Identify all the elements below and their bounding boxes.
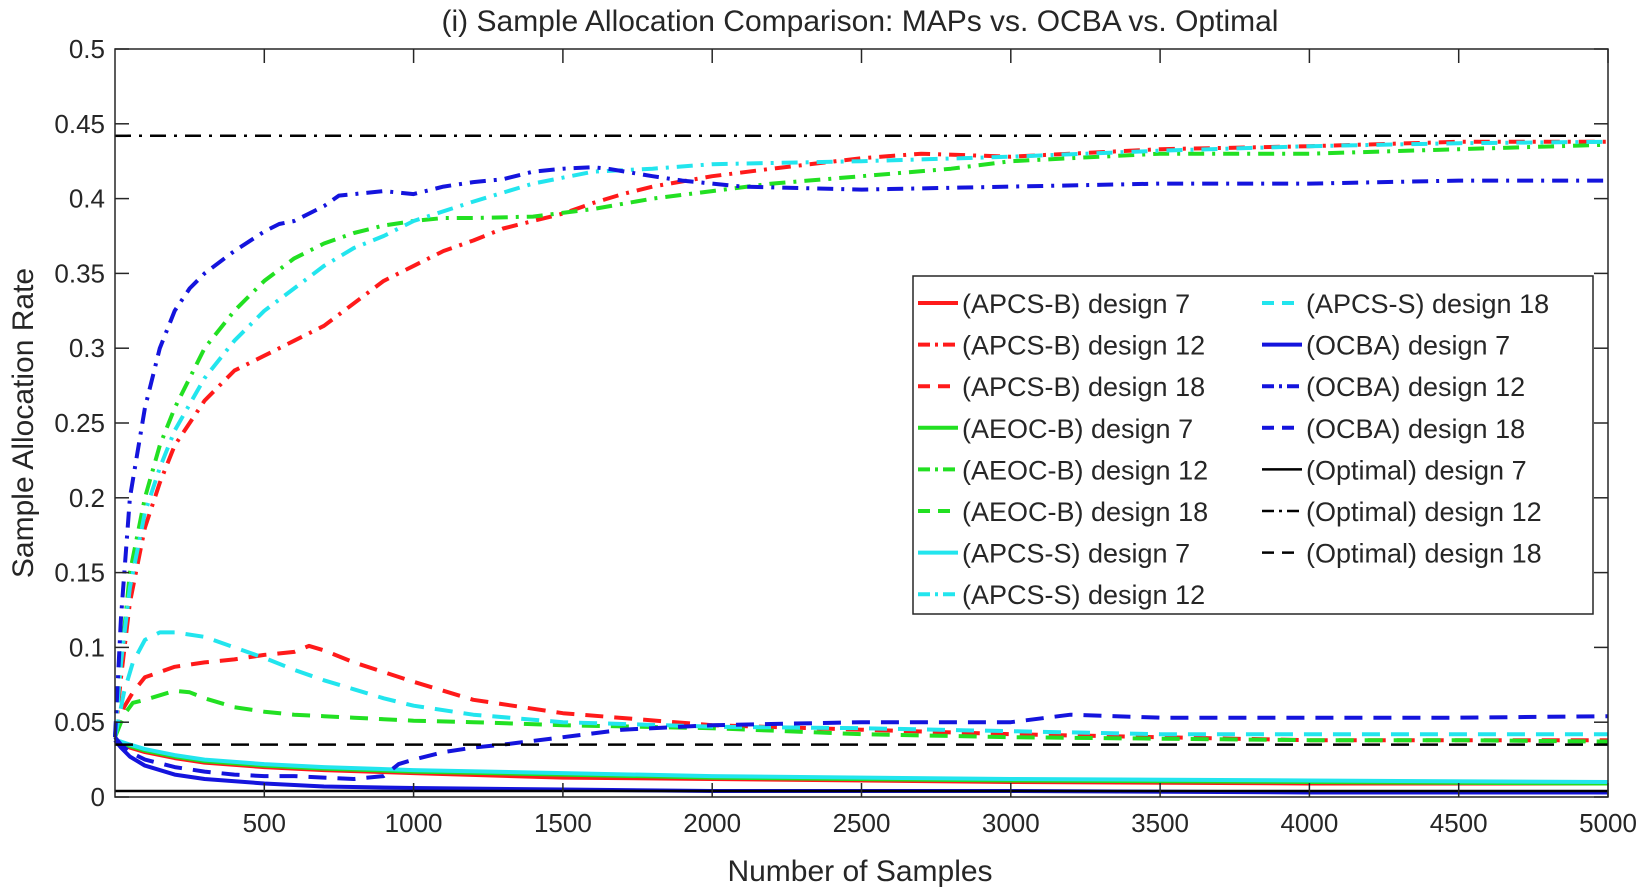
legend-label-3: (AEOC-B) design 7 bbox=[962, 414, 1193, 444]
legend: (APCS-B) design 7 (APCS-B) design 12 (APCS… bbox=[912, 275, 1594, 615]
series-line-2 bbox=[113, 643, 1608, 743]
x-tick-label-1: 1000 bbox=[385, 808, 443, 838]
series-line-7 bbox=[113, 139, 1609, 738]
legend-label-2: (APCS-B) design 18 bbox=[962, 372, 1205, 402]
y-tick-label-0: 0 bbox=[91, 782, 105, 812]
y-tick-label-7: 0.35 bbox=[54, 258, 105, 288]
x-tick-label-7: 4000 bbox=[1280, 808, 1338, 838]
y-tick-label-6: 0.3 bbox=[69, 333, 105, 363]
series-line-8 bbox=[113, 630, 1608, 738]
series-line-1 bbox=[113, 139, 1608, 738]
y-tick-label-3: 0.15 bbox=[54, 558, 105, 588]
series-line-4 bbox=[113, 142, 1609, 738]
y-tick-label-2: 0.1 bbox=[69, 632, 105, 662]
legend-label-13: (Optimal) design 12 bbox=[1306, 497, 1542, 527]
legend-label-11: (OCBA) design 18 bbox=[1306, 414, 1525, 444]
legend-label-8: (APCS-S) design 18 bbox=[1306, 289, 1549, 319]
legend-box bbox=[912, 275, 1594, 615]
legend-label-14: (Optimal) design 18 bbox=[1306, 539, 1542, 569]
y-tick-label-8: 0.4 bbox=[69, 184, 105, 214]
x-tick-label-6: 3500 bbox=[1131, 808, 1189, 838]
x-tick-label-9: 5000 bbox=[1579, 808, 1637, 838]
x-axis-label: Number of Samples bbox=[727, 855, 992, 888]
y-tick-label-1: 0.05 bbox=[54, 707, 105, 737]
y-tick-label-10: 0.5 bbox=[69, 34, 105, 64]
x-tick-label-4: 2500 bbox=[833, 808, 891, 838]
legend-label-12: (Optimal) design 7 bbox=[1306, 455, 1527, 485]
legend-label-7: (APCS-S) design 12 bbox=[962, 580, 1205, 610]
axes: 500 1000 1500 2000 2500 3000 3500 4000 4500 5000 0… bbox=[54, 34, 1637, 838]
legend-label-10: (OCBA) design 12 bbox=[1306, 372, 1525, 402]
y-tick-label-9: 0.45 bbox=[54, 109, 105, 139]
series-line-10 bbox=[113, 165, 1608, 738]
x-tick-label-0: 500 bbox=[243, 808, 286, 838]
legend-label-9: (OCBA) design 7 bbox=[1306, 331, 1510, 361]
legend-label-0: (APCS-B) design 7 bbox=[962, 289, 1190, 319]
y-tick-label-4: 0.2 bbox=[69, 483, 105, 513]
x-tick-label-2: 1500 bbox=[534, 808, 592, 838]
plot-area bbox=[113, 134, 1609, 795]
legend-label-1: (APCS-B) design 12 bbox=[962, 331, 1205, 361]
legend-label-6: (APCS-S) design 7 bbox=[962, 539, 1190, 569]
x-tick-label-8: 4500 bbox=[1430, 808, 1488, 838]
legend-label-4: (AEOC-B) design 12 bbox=[962, 455, 1208, 485]
x-tick-label-5: 3000 bbox=[982, 808, 1040, 838]
x-tick-label-3: 2000 bbox=[683, 808, 741, 838]
y-tick-label-5: 0.25 bbox=[54, 408, 105, 438]
legend-label-5: (AEOC-B) design 18 bbox=[962, 497, 1208, 527]
series-line-5 bbox=[113, 688, 1609, 744]
y-axis-label: Sample Allocation Rate bbox=[7, 268, 40, 578]
chart-title: (i) Sample Allocation Comparison: MAPs v… bbox=[442, 5, 1279, 38]
